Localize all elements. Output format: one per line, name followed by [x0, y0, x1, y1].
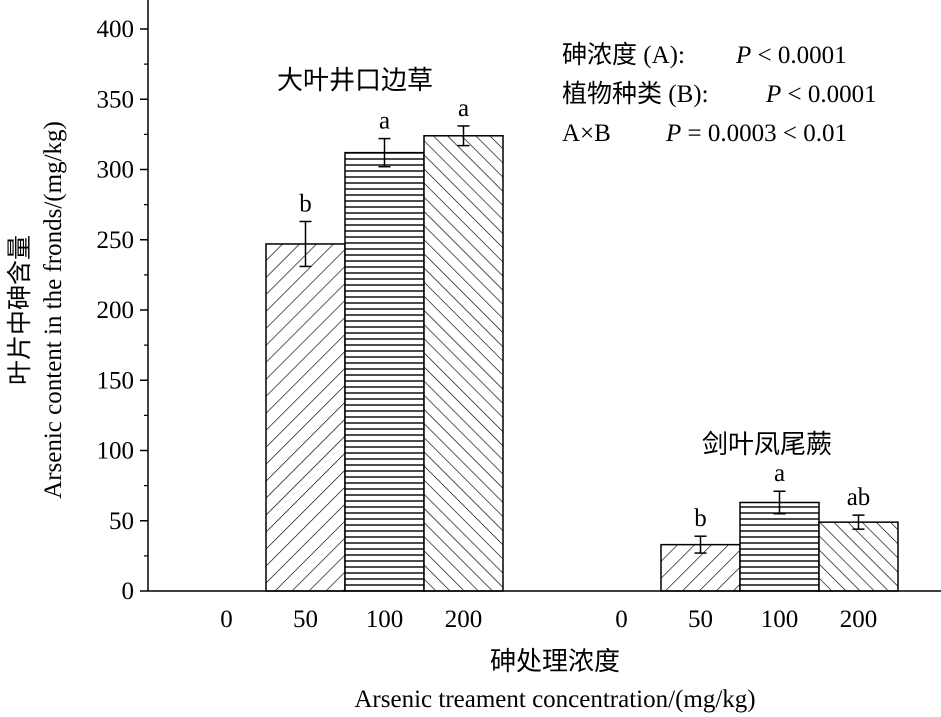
- stat-line-2-label: 植物种类 (B):: [562, 80, 709, 108]
- y-tick-label: 50: [109, 508, 134, 535]
- bars: [265, 125, 899, 592]
- bar: [423, 135, 504, 592]
- significance-letter: b: [694, 505, 707, 532]
- bar: [739, 501, 820, 592]
- x-tick-label: 50: [688, 606, 713, 633]
- stat-line-1-p-letter: P: [735, 42, 751, 69]
- stat-line-3-p-letter: P: [665, 120, 681, 147]
- y-tick-label: 350: [97, 86, 135, 113]
- x-tick-labels: 0 50 100 200 0 50 100 200: [220, 606, 877, 633]
- x-axis-title-cn: 砷处理浓度: [490, 647, 620, 676]
- stats-annotation: 砷浓度 (A): P < 0.0001 植物种类 (B): P < 0.0001…: [562, 41, 877, 147]
- stat-line-3-p-value: = 0.0003 < 0.01: [681, 120, 847, 147]
- stat-line-3-label: A×B: [562, 120, 611, 147]
- significance-letter: ab: [847, 484, 871, 511]
- stat-line-2-p: P < 0.0001: [765, 81, 877, 108]
- y-tick-label: 200: [97, 297, 135, 324]
- y-tick-label: 250: [97, 227, 135, 254]
- x-tick-label: 100: [761, 606, 799, 633]
- x-tick-label: 0: [220, 606, 233, 633]
- significance-letter: a: [458, 95, 469, 122]
- x-tick-label: 50: [293, 606, 318, 633]
- x-axis-title-en: Arsenic treament concentration/(mg/kg): [354, 686, 755, 713]
- x-tick-label: 0: [615, 606, 628, 633]
- significance-letter: a: [379, 108, 390, 135]
- stat-line-2-p-value: < 0.0001: [781, 81, 876, 108]
- bar: [344, 151, 425, 592]
- y-axis-title-cn: 叶片中砷含量: [6, 235, 34, 385]
- x-tick-label: 100: [366, 606, 404, 633]
- x-tick-label: 200: [840, 606, 878, 633]
- stat-line-1-p-value: < 0.0001: [751, 42, 846, 69]
- y-axis: 0 50 100 150 200 250 300 350 400: [97, 0, 149, 605]
- group-name-1: 大叶井口边草: [277, 66, 433, 95]
- x-tick-label: 200: [445, 606, 483, 633]
- stat-line-1-label: 砷浓度 (A):: [562, 41, 685, 69]
- y-tick-label: 100: [97, 438, 135, 465]
- bar: [265, 243, 346, 592]
- y-tick-label: 150: [97, 367, 135, 394]
- y-tick-label: 300: [97, 157, 135, 184]
- stat-line-3-p: P = 0.0003 < 0.01: [665, 120, 847, 147]
- y-tick-label: 0: [122, 578, 135, 605]
- significance-letter: a: [774, 460, 785, 487]
- stat-line-2-p-letter: P: [765, 81, 781, 108]
- bar: [818, 521, 899, 592]
- y-tick-label: 400: [97, 16, 135, 43]
- stat-line-1-p: P < 0.0001: [735, 42, 847, 69]
- y-axis-title-en: Arsenic content in the fronds/(mg/kg): [40, 121, 67, 499]
- group-name-2: 剑叶凤尾蕨: [702, 430, 832, 459]
- significance-letter: b: [299, 190, 312, 217]
